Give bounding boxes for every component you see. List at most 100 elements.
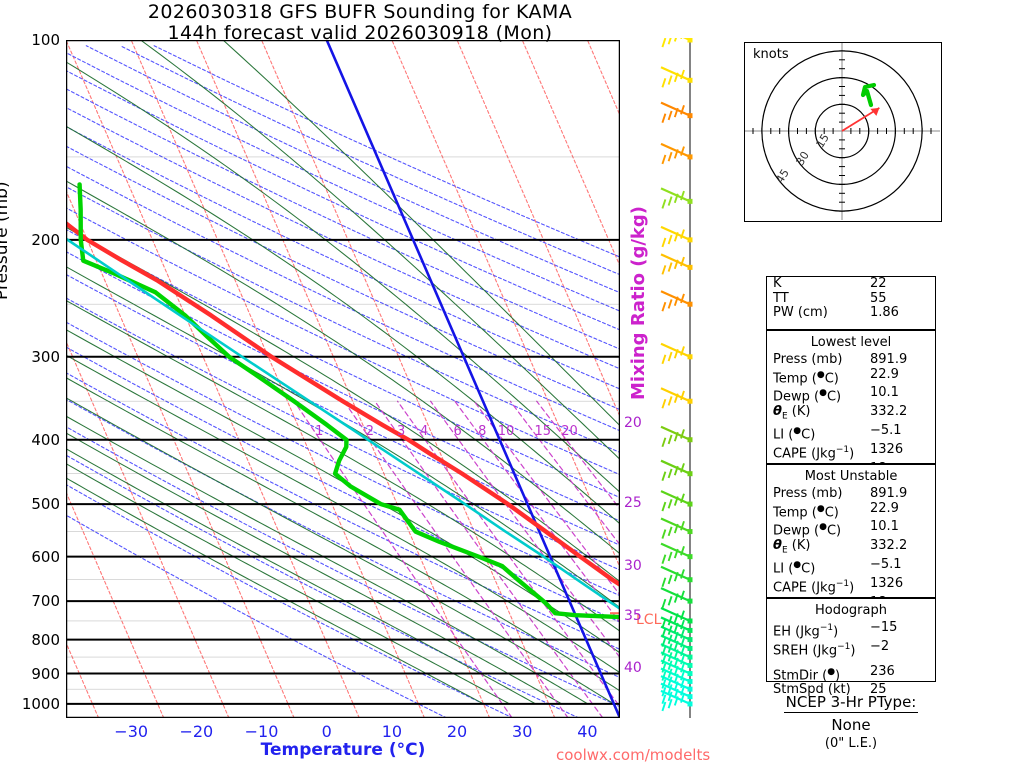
lcl-label: LCL — [636, 612, 662, 628]
hodograph-ring-label: 15 — [813, 131, 831, 150]
data-row-value: −15 — [870, 620, 898, 635]
height-label: 40 — [624, 660, 642, 676]
y-axis-tick: 900 — [31, 664, 60, 683]
data-row: StmDir (●) 236 — [767, 663, 935, 684]
data-row: Temp (●C) 22.9 — [767, 500, 935, 521]
skewt-plot-area[interactable] — [66, 40, 620, 718]
x-axis-tick: −30 — [114, 722, 149, 741]
data-row-key: Press (mb) — [773, 486, 843, 501]
height-label: 35 — [624, 608, 642, 624]
data-row: Press (mb) 891.9 — [767, 352, 935, 368]
ptype-liquid-equivalent: (0" L.E.) — [824, 736, 878, 751]
data-row: CAPE (Jkg−1) 1326 — [767, 442, 935, 462]
hodograph-stats-rows: EH (Jkg−1) −15 SREH (Jkg−1) −2 StmDir (●) 236… — [767, 620, 935, 698]
hodograph-panel[interactable]: knots 15 30 45 — [744, 42, 942, 222]
height-label: 30 — [624, 558, 642, 574]
skewt-svg — [66, 40, 620, 718]
data-row-key: θE (K) — [773, 404, 811, 422]
data-row-key: SREH (Jkg−1) — [773, 641, 856, 659]
data-row-key: LI (●C) — [773, 560, 816, 577]
data-row-value: 891.9 — [870, 352, 908, 367]
data-row-key: Dewp (●C) — [773, 522, 842, 539]
data-row-key: Press (mb) — [773, 352, 843, 367]
x-axis-tick: 30 — [512, 722, 533, 741]
mixing-ratio-label: 8 — [478, 423, 487, 439]
data-row-key: θE (K) — [773, 538, 811, 556]
data-row-value: −5.1 — [870, 423, 902, 439]
data-row-key: CAPE (Jkg−1) — [773, 445, 855, 462]
data-row-key: LI (●C) — [773, 426, 816, 443]
data-row: EH (Jkg−1) −15 — [767, 620, 935, 640]
lowest-level-panel: Lowest level Press (mb) 891.9 Temp (●C) 22.… — [766, 330, 936, 480]
mixing-ratio-label: 3 — [397, 423, 406, 439]
data-row: Temp (●C) 22.9 — [767, 366, 935, 387]
mixing-ratio-label: 20 — [561, 423, 578, 439]
height-label: 25 — [624, 495, 642, 511]
data-row-key: Dewp (●C) — [773, 388, 842, 405]
data-row: CAPE (Jkg−1) 1326 — [767, 576, 935, 596]
data-row-key: CAPE (Jkg−1) — [773, 579, 855, 596]
mixing-ratio-label: 6 — [453, 423, 462, 439]
hodograph-units-label: knots — [753, 47, 789, 62]
data-row-value: −2 — [870, 638, 890, 654]
page-title-line2: 144h forecast valid 2026030918 (Mon) — [167, 22, 553, 44]
data-row-value: −5.1 — [870, 557, 902, 573]
data-row-value: 25 — [870, 682, 887, 698]
data-row-value: 22 — [870, 276, 887, 291]
hodograph-ring-label: 45 — [773, 167, 791, 186]
data-row: θE (K) 332.2 — [767, 404, 935, 424]
mixing-ratio-label: 10 — [497, 423, 515, 439]
y-axis-tick: 200 — [31, 230, 60, 249]
y-axis-tick: 600 — [31, 547, 60, 566]
data-row-value: 10.1 — [870, 519, 899, 535]
mixing-ratio-axis-title: Mixing Ratio (g/kg) — [628, 205, 649, 400]
data-row: Dewp (●C) 10.1 — [767, 386, 935, 405]
data-row-value: 22.9 — [870, 366, 899, 382]
mixing-ratio-label: 2 — [365, 423, 375, 439]
x-axis-tick: 10 — [381, 722, 403, 741]
data-row-value: 891.9 — [870, 486, 908, 501]
data-row: Press (mb) 891.9 — [767, 486, 935, 502]
data-row-value: 1.86 — [870, 305, 899, 320]
x-axis-tick: 0 — [321, 722, 332, 741]
data-row-key: PW (cm) — [773, 305, 828, 320]
hodograph-stats-title: Hodograph — [815, 603, 887, 618]
data-row: Dewp (●C) 10.1 — [767, 520, 935, 539]
data-row: TT 55 — [767, 290, 935, 307]
x-axis-tick: 20 — [446, 722, 468, 741]
data-row-key: EH (Jkg−1) — [773, 623, 839, 640]
page-title-line1: 2026030318 GFS BUFR Sounding for KAMA — [147, 1, 573, 23]
y-axis-tick: 100 — [31, 31, 60, 49]
data-row: θE (K) 332.2 — [767, 538, 935, 558]
ptype-value: None — [831, 716, 871, 734]
watermark: coolwx.com/modelts — [556, 746, 711, 764]
ptype-title: NCEP 3-Hr PType: — [783, 693, 919, 713]
y-axis-tick: 300 — [31, 347, 60, 366]
data-row: LI (●C) −5.1 — [767, 558, 935, 577]
indices-panel: K 22 TT 55 PW (cm) 1.86 — [766, 276, 936, 330]
data-row-value: 236 — [870, 663, 895, 679]
mixing-ratio-label: 4 — [419, 423, 429, 439]
most-unstable-title: Most Unstable — [804, 469, 898, 484]
most-unstable-panel: Most Unstable Press (mb) 891.9 Temp (●C) 22… — [766, 464, 936, 614]
data-row-key: StmDir (●) — [773, 666, 841, 683]
hodograph-stats-panel: Hodograph EH (Jkg−1) −15 SREH (Jkg−1) −2 Stm… — [766, 598, 936, 697]
data-row-value: 1326 — [870, 576, 904, 592]
data-row: LI (●C) −5.1 — [767, 424, 935, 443]
data-row-value: 332.2 — [870, 538, 908, 554]
data-row-value: 332.2 — [870, 404, 908, 420]
indices-rows: K 22 TT 55 PW (cm) 1.86 — [767, 276, 935, 321]
mixing-ratio-label: 15 — [534, 423, 551, 439]
y-axis-tick: 800 — [31, 630, 60, 649]
data-row-key: TT — [773, 290, 789, 306]
data-row-value: 1326 — [870, 442, 904, 458]
x-axis-label: Temperature (°C) — [260, 740, 426, 760]
wind-barb-column — [660, 38, 693, 718]
data-row-key: K — [773, 276, 782, 291]
data-row: K 22 — [767, 276, 935, 292]
x-axis-tick: 40 — [577, 722, 598, 741]
data-row: PW (cm) 1.86 — [767, 305, 935, 321]
data-row-value: 22.9 — [870, 500, 899, 516]
